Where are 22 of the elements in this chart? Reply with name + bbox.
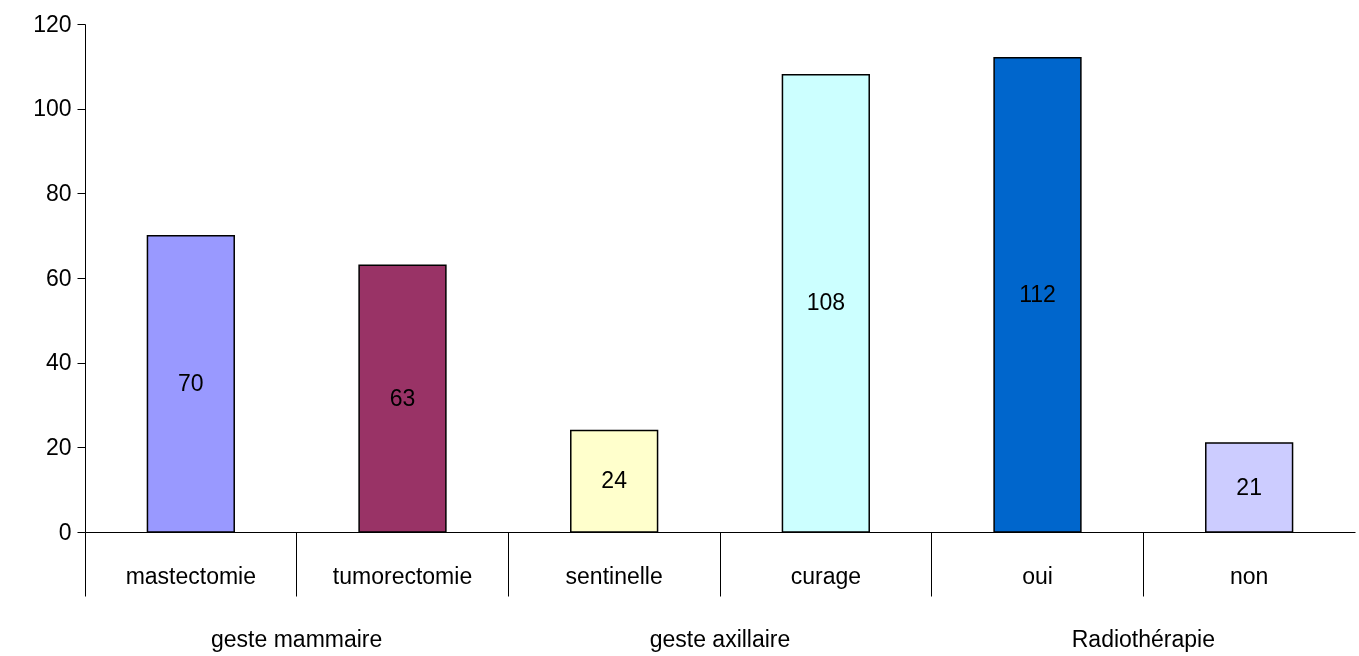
y-tick-label: 100	[33, 95, 72, 122]
text: geste mammaire	[211, 626, 383, 652]
text: Radiothérapie	[1071, 626, 1215, 652]
x-tick-label: tumorectomie	[332, 562, 473, 589]
data-label: 24	[601, 467, 628, 494]
y-tick-label: 40	[45, 349, 72, 376]
y-tick-label: 0	[58, 518, 72, 545]
data-label: 112	[1019, 280, 1056, 307]
data-label: 108	[806, 289, 846, 316]
y-tick-label: 20	[45, 433, 72, 460]
x-tick-label: mastectomie	[125, 562, 257, 589]
data-label: 70	[178, 369, 204, 396]
x-tick-label: non	[1229, 562, 1269, 589]
data-label: 63	[389, 384, 416, 411]
x-tick-label: curage	[790, 562, 861, 589]
x-tick-label: sentinelle	[565, 562, 663, 589]
y-tick-label: 60	[45, 264, 72, 291]
text: geste axillaire	[649, 626, 791, 652]
x-tick-label: oui	[1022, 562, 1053, 589]
data-label: 21	[1236, 473, 1262, 500]
y-tick-label: 120	[33, 10, 72, 37]
y-tick-label: 80	[45, 179, 72, 206]
